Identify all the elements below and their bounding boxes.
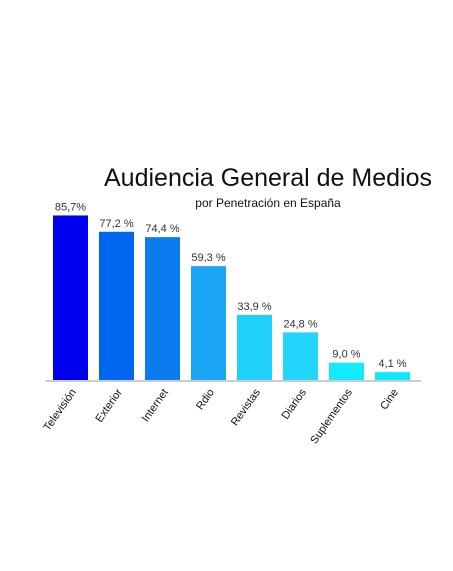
category-label-3: Rdio	[194, 387, 217, 412]
chart-title: Audiencia General de Medios	[104, 164, 432, 192]
category-label-5: Diarios	[279, 386, 309, 421]
category-label-6: Suplementos	[308, 386, 355, 446]
value-label-5: 24,8 %	[283, 318, 317, 330]
value-label-1: 77,2 %	[99, 218, 133, 230]
bar-6	[329, 362, 364, 380]
value-label-7: 4,1 %	[378, 358, 406, 370]
bar-2	[145, 237, 180, 380]
category-label-0: Televisión	[41, 387, 79, 433]
category-label-1: Exterior	[93, 387, 125, 425]
bar-3	[191, 266, 226, 380]
bar-1	[99, 231, 134, 380]
bar-4	[237, 314, 272, 380]
value-label-0: 85,7%	[55, 201, 86, 213]
chart-subtitle: por Penetración en España	[195, 196, 341, 210]
value-label-2: 74,4 %	[145, 223, 179, 235]
bars-group: 85,7% Televisión 77,2 % Exterior 74,4 % Inter…	[41, 201, 410, 446]
category-label-7: Cine	[378, 387, 401, 412]
category-label-2: Internet	[140, 387, 171, 424]
bar-5	[283, 332, 318, 380]
value-label-4: 33,9 %	[237, 301, 271, 313]
value-label-6: 9,0 %	[332, 349, 360, 361]
category-label-4: Revistas	[229, 386, 263, 428]
bar-0	[53, 215, 88, 380]
bar-7	[375, 372, 410, 380]
value-label-3: 59,3 %	[191, 252, 225, 264]
